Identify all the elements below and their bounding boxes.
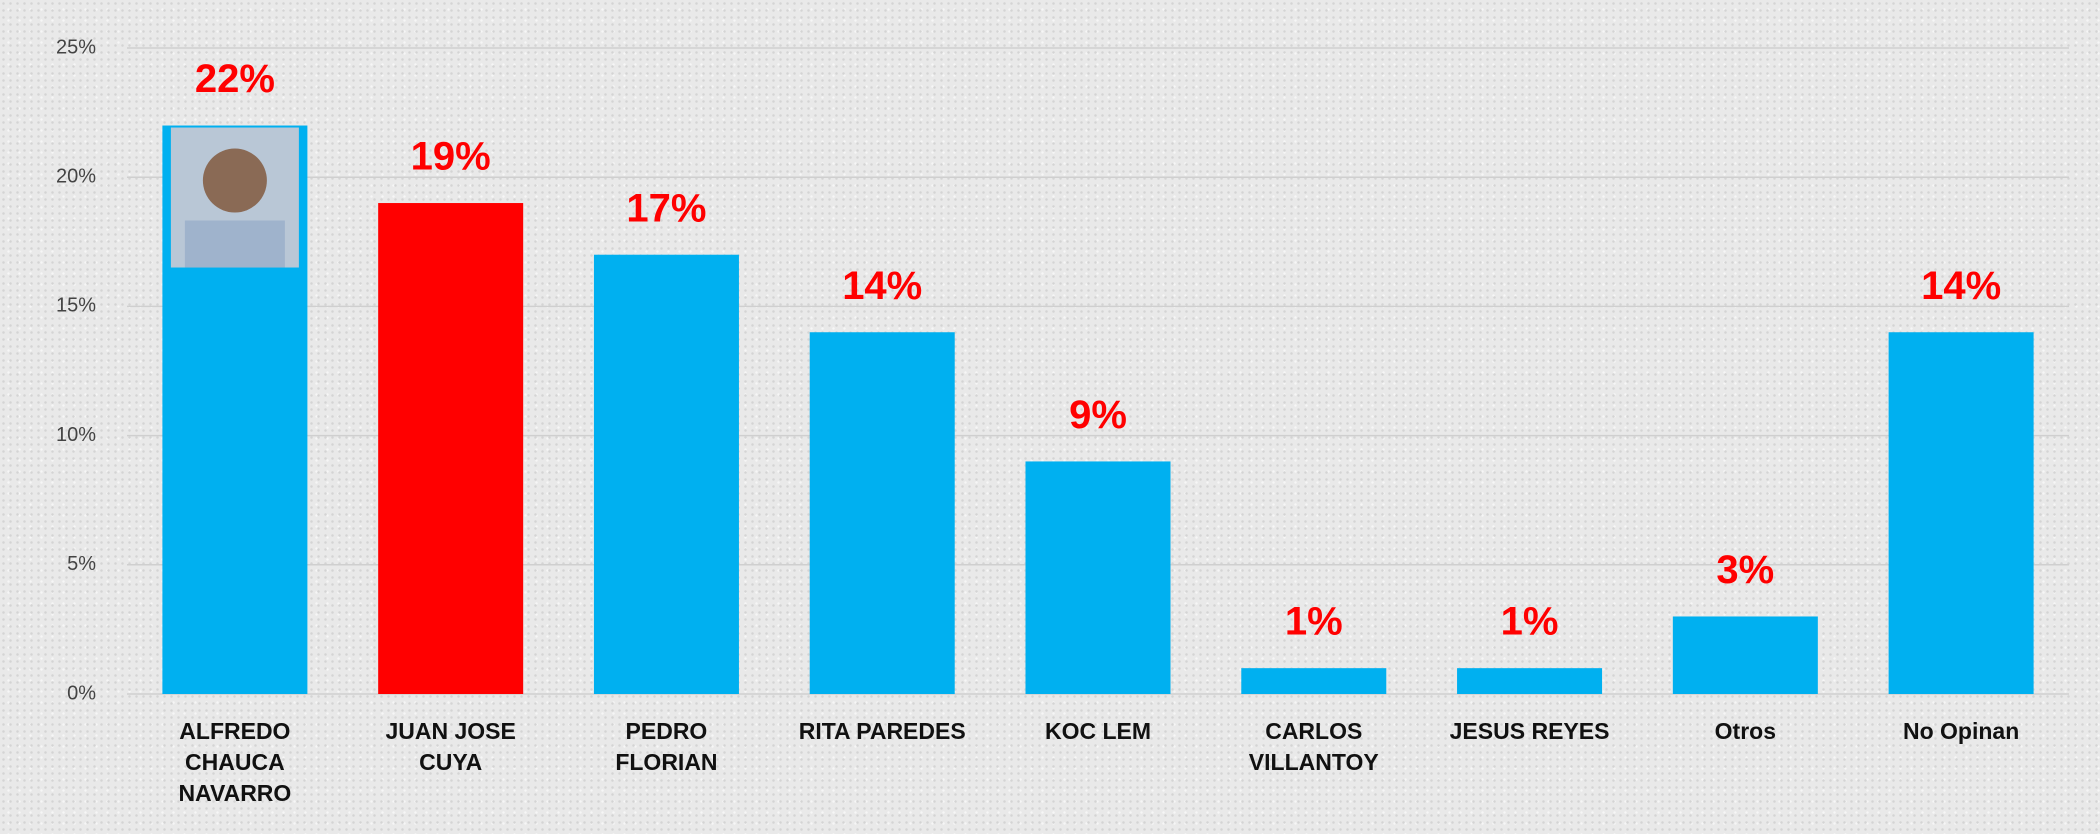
y-tick-label: 0% xyxy=(67,682,96,704)
data-label: 1% xyxy=(1501,600,1559,644)
x-tick-label: KOC LEM xyxy=(993,716,1203,747)
data-label: 17% xyxy=(626,186,706,230)
bar xyxy=(594,255,739,694)
x-tick-label: CARLOS VILLANTOY xyxy=(1209,716,1419,778)
data-label: 3% xyxy=(1716,548,1774,592)
x-tick-label: Otros xyxy=(1640,716,1850,747)
y-tick-label: 10% xyxy=(56,424,96,446)
x-tick-label: JUAN JOSE CUYA xyxy=(346,716,556,778)
bar xyxy=(1241,668,1386,694)
bar xyxy=(378,203,523,694)
y-tick-label: 5% xyxy=(67,553,96,575)
x-tick-label: PEDRO FLORIAN xyxy=(561,716,771,778)
bar xyxy=(1457,668,1602,694)
data-label: 19% xyxy=(411,135,491,179)
x-tick-label: RITA PAREDES xyxy=(777,716,987,747)
data-label: 22% xyxy=(195,57,275,101)
bar xyxy=(810,332,955,694)
data-label: 14% xyxy=(1921,264,2001,308)
bar xyxy=(1889,332,2034,694)
x-tick-label: No Opinan xyxy=(1856,716,2066,747)
photo-head xyxy=(203,149,267,213)
plot: 0% 5% 10% 15% 20% 25% 22% 19% 17% 14% 9% 1% 1% 3% 14% xyxy=(0,0,2100,834)
data-label: 14% xyxy=(842,264,922,308)
photo-body xyxy=(185,221,285,268)
y-tick-label: 25% xyxy=(56,36,96,58)
x-tick-label: ALFREDO CHAUCA NAVARRO xyxy=(130,716,340,809)
data-label: 1% xyxy=(1285,600,1343,644)
y-tick-label: 15% xyxy=(56,295,96,317)
x-tick-label: JESUS REYES xyxy=(1425,716,1635,747)
bar xyxy=(1026,461,1171,694)
y-tick-label: 20% xyxy=(56,165,96,187)
data-label: 9% xyxy=(1069,393,1127,437)
bar xyxy=(1673,616,1818,694)
chart: 0%5%10%15%20%25%22%19%17%14%9%1%1%3%14% … xyxy=(0,0,2100,834)
